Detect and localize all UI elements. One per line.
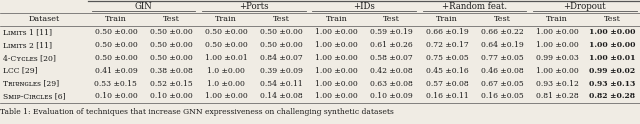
Text: 0.59 ±0.19: 0.59 ±0.19 xyxy=(371,28,413,36)
Text: 0.50 ±0.00: 0.50 ±0.00 xyxy=(205,41,248,49)
Text: +Ports: +Ports xyxy=(239,2,269,11)
Text: Tʀɪɐɴɢʟᴇѕ [29]: Tʀɪɐɴɢʟᴇѕ [29] xyxy=(3,80,59,88)
Text: 1.0 ±0.00: 1.0 ±0.00 xyxy=(207,67,245,75)
Text: 0.58 ±0.07: 0.58 ±0.07 xyxy=(371,54,413,62)
Text: +IDs: +IDs xyxy=(353,2,375,11)
Text: 0.46 ±0.08: 0.46 ±0.08 xyxy=(481,67,524,75)
Text: 0.53 ±0.15: 0.53 ±0.15 xyxy=(95,80,138,88)
Text: 1.00 ±0.00: 1.00 ±0.00 xyxy=(316,41,358,49)
Text: 1.00 ±0.00: 1.00 ±0.00 xyxy=(589,41,636,49)
Text: 0.84 ±0.07: 0.84 ±0.07 xyxy=(260,54,303,62)
Text: 0.38 ±0.08: 0.38 ±0.08 xyxy=(150,67,193,75)
Text: 0.57 ±0.08: 0.57 ±0.08 xyxy=(426,80,468,88)
Text: 0.50 ±0.00: 0.50 ±0.00 xyxy=(260,41,303,49)
Text: 0.42 ±0.08: 0.42 ±0.08 xyxy=(371,67,413,75)
Text: Train: Train xyxy=(547,15,568,23)
Text: 0.10 ±0.00: 0.10 ±0.00 xyxy=(95,93,137,100)
Text: 0.50 ±0.00: 0.50 ±0.00 xyxy=(95,41,137,49)
Text: Test: Test xyxy=(383,15,400,23)
Text: 0.75 ±0.05: 0.75 ±0.05 xyxy=(426,54,468,62)
Text: 0.99 ±0.03: 0.99 ±0.03 xyxy=(536,54,579,62)
Text: 0.50 ±0.00: 0.50 ±0.00 xyxy=(150,28,193,36)
Text: LCC [29]: LCC [29] xyxy=(3,67,37,75)
Text: Train: Train xyxy=(105,15,127,23)
Text: GIN: GIN xyxy=(134,2,152,11)
Text: 0.66 ±0.22: 0.66 ±0.22 xyxy=(481,28,524,36)
Text: Train: Train xyxy=(215,15,237,23)
Text: 0.10 ±0.00: 0.10 ±0.00 xyxy=(150,93,193,100)
Text: 1.00 ±0.00: 1.00 ±0.00 xyxy=(536,41,579,49)
Text: 0.99 ±0.02: 0.99 ±0.02 xyxy=(589,67,636,75)
Text: 0.50 ±0.00: 0.50 ±0.00 xyxy=(95,28,137,36)
Text: Sᴍɪᴘ-Cɪʀᴄʟᴇѕ [6]: Sᴍɪᴘ-Cɪʀᴄʟᴇѕ [6] xyxy=(3,93,65,100)
Text: 0.93 ±0.13: 0.93 ±0.13 xyxy=(589,80,636,88)
Text: 1.00 ±0.00: 1.00 ±0.00 xyxy=(316,93,358,100)
Text: 1.00 ±0.01: 1.00 ±0.01 xyxy=(205,54,248,62)
Text: 0.67 ±0.05: 0.67 ±0.05 xyxy=(481,80,524,88)
Text: Train: Train xyxy=(326,15,348,23)
Text: Dataset: Dataset xyxy=(29,15,60,23)
Text: 0.16 ±0.11: 0.16 ±0.11 xyxy=(426,93,468,100)
Text: 0.61 ±0.26: 0.61 ±0.26 xyxy=(371,41,413,49)
Text: 1.00 ±0.00: 1.00 ±0.00 xyxy=(316,67,358,75)
Text: 1.0 ±0.00: 1.0 ±0.00 xyxy=(207,80,245,88)
Text: 1.00 ±0.00: 1.00 ±0.00 xyxy=(316,54,358,62)
Text: 0.41 ±0.09: 0.41 ±0.09 xyxy=(95,67,137,75)
Text: 0.50 ±0.00: 0.50 ±0.00 xyxy=(205,28,248,36)
Text: 0.50 ±0.00: 0.50 ±0.00 xyxy=(95,54,137,62)
Text: 0.77 ±0.05: 0.77 ±0.05 xyxy=(481,54,524,62)
Text: 1.00 ±0.00: 1.00 ±0.00 xyxy=(536,28,579,36)
Text: 0.50 ±0.00: 0.50 ±0.00 xyxy=(150,54,193,62)
Text: Test: Test xyxy=(493,15,511,23)
Text: 1.00 ±0.00: 1.00 ±0.00 xyxy=(316,80,358,88)
Text: Test: Test xyxy=(273,15,290,23)
Text: 0.50 ±0.00: 0.50 ±0.00 xyxy=(150,41,193,49)
Text: 0.54 ±0.11: 0.54 ±0.11 xyxy=(260,80,303,88)
Text: 0.10 ±0.09: 0.10 ±0.09 xyxy=(371,93,413,100)
Text: Train: Train xyxy=(436,15,458,23)
Text: 0.82 ±0.28: 0.82 ±0.28 xyxy=(589,93,636,100)
Text: 0.14 ±0.08: 0.14 ±0.08 xyxy=(260,93,303,100)
Text: Test: Test xyxy=(163,15,179,23)
Text: 1.00 ±0.00: 1.00 ±0.00 xyxy=(536,67,579,75)
Text: +Random feat.: +Random feat. xyxy=(442,2,507,11)
Text: Test: Test xyxy=(604,15,621,23)
Text: 0.45 ±0.16: 0.45 ±0.16 xyxy=(426,67,468,75)
Text: 0.52 ±0.15: 0.52 ±0.15 xyxy=(150,80,193,88)
Text: 0.63 ±0.08: 0.63 ±0.08 xyxy=(371,80,413,88)
Text: 0.81 ±0.28: 0.81 ±0.28 xyxy=(536,93,579,100)
Text: 0.72 ±0.17: 0.72 ±0.17 xyxy=(426,41,468,49)
Text: 0.64 ±0.19: 0.64 ±0.19 xyxy=(481,41,524,49)
Text: 1.00 ±0.01: 1.00 ±0.01 xyxy=(589,54,636,62)
Text: 0.16 ±0.05: 0.16 ±0.05 xyxy=(481,93,524,100)
Text: 1.00 ±0.00: 1.00 ±0.00 xyxy=(589,28,636,36)
Text: 1.00 ±0.00: 1.00 ±0.00 xyxy=(316,28,358,36)
Text: Table 1: Evaluation of techniques that increase GNN expressiveness on challengin: Table 1: Evaluation of techniques that i… xyxy=(0,108,394,116)
Text: +Dropout: +Dropout xyxy=(563,2,606,11)
Text: 0.93 ±0.12: 0.93 ±0.12 xyxy=(536,80,579,88)
Text: 1.00 ±0.00: 1.00 ±0.00 xyxy=(205,93,248,100)
Text: 0.50 ±0.00: 0.50 ±0.00 xyxy=(260,28,303,36)
Text: 0.66 ±0.19: 0.66 ±0.19 xyxy=(426,28,468,36)
Text: 4-Cʏᴄʟᴇѕ [20]: 4-Cʏᴄʟᴇѕ [20] xyxy=(3,54,56,62)
Text: Lɪᴍɪᴛѕ 1 [11]: Lɪᴍɪᴛѕ 1 [11] xyxy=(3,28,52,36)
Text: Lɪᴍɪᴛѕ 2 [11]: Lɪᴍɪᴛѕ 2 [11] xyxy=(3,41,52,49)
Text: 0.39 ±0.09: 0.39 ±0.09 xyxy=(260,67,303,75)
